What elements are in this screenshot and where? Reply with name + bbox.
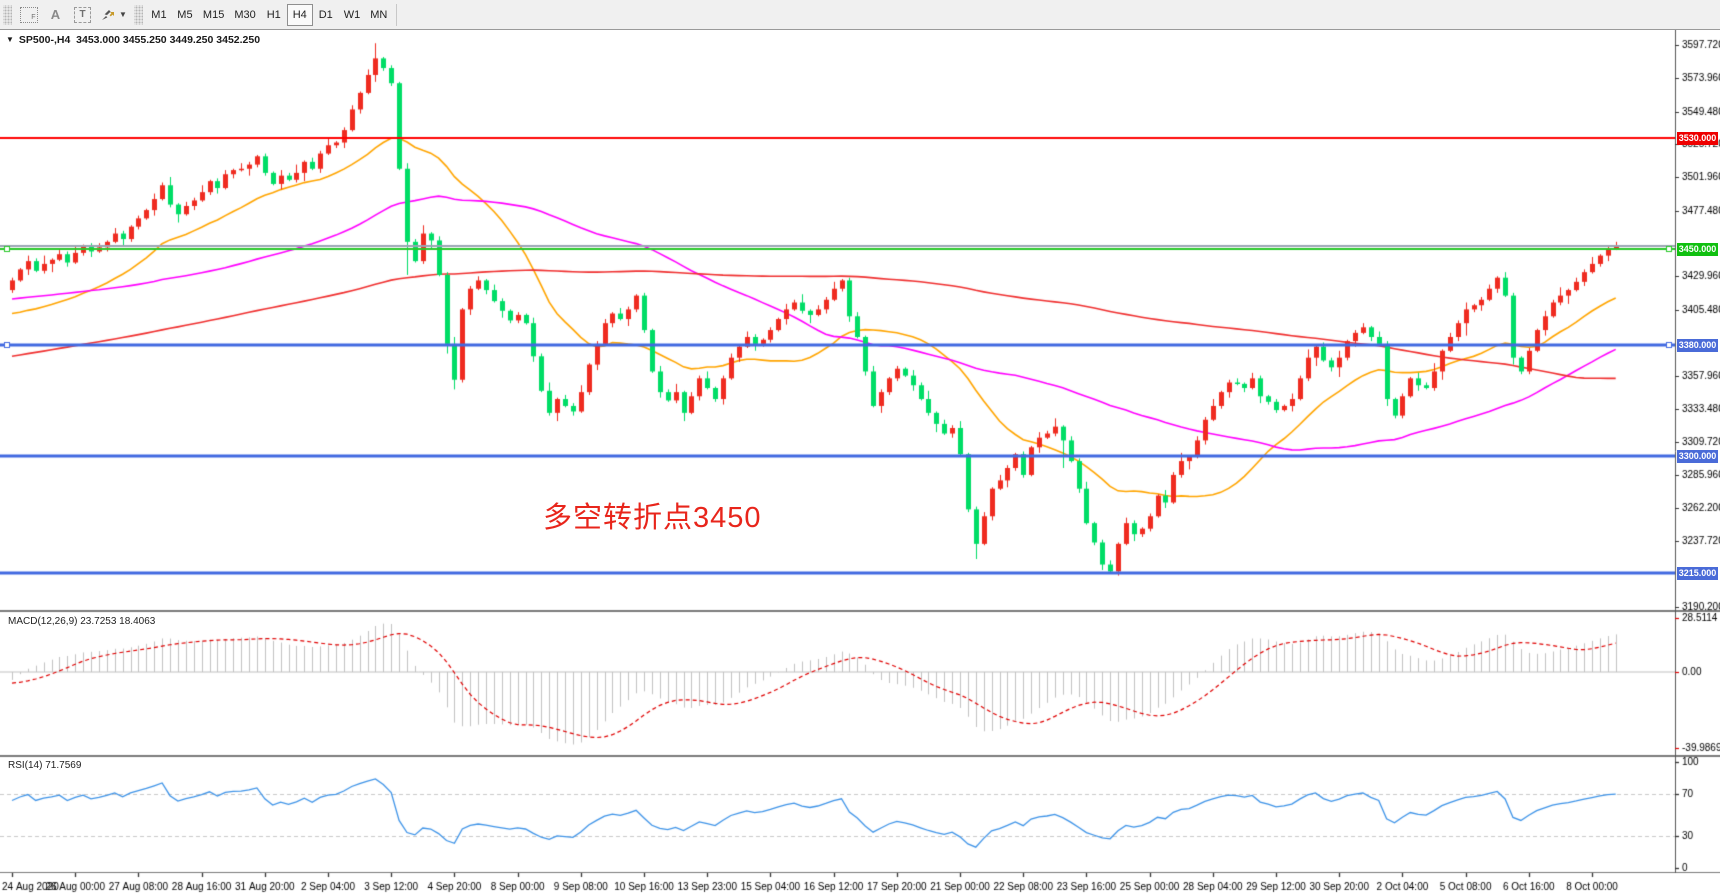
text-tool-t-icon: T — [74, 6, 91, 23]
timeframe-button-M1[interactable]: M1 — [146, 4, 172, 26]
toolbar-separator — [396, 3, 398, 26]
symbol-dropdown-arrow-icon[interactable]: ▼ — [6, 35, 14, 44]
toolbar: F A T ▼ M1 M5 M15 M30 H1 H4 D1 W1 MN — [0, 0, 1720, 30]
chart-area: ▼ SP500-,H4 3453.000 3455.250 3449.250 34… — [0, 30, 1720, 896]
toolbar-drag-grip[interactable] — [3, 4, 12, 25]
timeframe-button-MN[interactable]: MN — [365, 4, 392, 26]
rsi-indicator-label: RSI(14) 71.7569 — [8, 760, 82, 771]
price-chart-canvas[interactable] — [0, 30, 1720, 896]
text-tool-button[interactable]: T — [69, 3, 96, 27]
chart-f-tool-button[interactable]: F — [15, 3, 42, 27]
timeframe-button-M5[interactable]: M5 — [172, 4, 198, 26]
price-level-badge-3450: 3450.000 — [1677, 243, 1718, 256]
chart-annotation-text[interactable]: 多空转折点3450 — [543, 502, 762, 534]
symbol-timeframe-label: SP500-,H4 — [18, 34, 71, 46]
chart-title: ▼ SP500-,H4 3453.000 3455.250 3449.250 34… — [6, 34, 260, 46]
price-level-badge-3300: 3300.000 — [1677, 450, 1718, 463]
dotted-frame-f-icon: F — [19, 6, 38, 23]
timeframe-button-H4[interactable]: H4 — [286, 3, 313, 26]
ohlc-values: 3453.000 3455.250 3449.250 3452.250 — [76, 34, 261, 46]
timeframe-button-H1[interactable]: H1 — [261, 4, 287, 26]
arrows-icon — [102, 9, 114, 20]
price-level-badge-3380: 3380.000 — [1677, 339, 1718, 352]
dropdown-caret-icon: ▼ — [119, 10, 127, 19]
timeframe-button-group: M1 M5 M15 M30 H1 H4 D1 W1 MN — [146, 3, 392, 26]
price-level-badge-3215: 3215.000 — [1677, 567, 1718, 580]
text-label-a-icon: A — [50, 7, 61, 22]
arrow-tools-button[interactable]: ▼ — [96, 3, 131, 27]
timeframe-button-M30[interactable]: M30 — [229, 4, 260, 26]
macd-indicator-label: MACD(12,26,9) 23.7253 18.4063 — [8, 616, 156, 627]
timeframe-button-M15[interactable]: M15 — [198, 4, 229, 26]
toolbar-drag-grip[interactable] — [133, 4, 143, 25]
timeframe-button-D1[interactable]: D1 — [313, 4, 339, 26]
label-tool-button[interactable]: A — [42, 3, 69, 27]
timeframe-button-W1[interactable]: W1 — [339, 4, 366, 26]
price-level-badge-3530: 3530.000 — [1677, 132, 1718, 145]
